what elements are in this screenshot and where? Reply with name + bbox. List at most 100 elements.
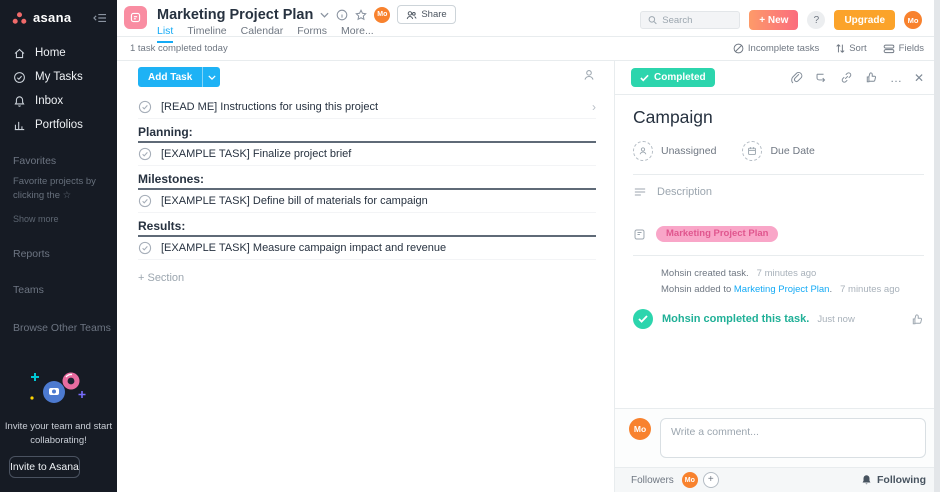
sort-button[interactable]: Sort [835, 43, 867, 54]
tab-timeline[interactable]: Timeline [187, 25, 227, 37]
check-circle-icon[interactable] [138, 100, 152, 114]
project-info-button[interactable] [336, 9, 348, 21]
following-button[interactable]: Following [861, 474, 926, 486]
follower-avatar[interactable]: Mo [681, 472, 698, 488]
reports-header[interactable]: Reports [13, 247, 50, 260]
task-list-pane: Add Task [READ ME] Instructions for usin… [117, 61, 614, 492]
thumbs-up-icon [912, 314, 922, 325]
detail-header: Completed [615, 61, 940, 95]
task-row[interactable]: [READ ME] Instructions for using this pr… [138, 96, 596, 119]
fields-icon [883, 44, 894, 54]
tab-more[interactable]: More... [341, 25, 374, 37]
attach-button[interactable] [790, 71, 803, 84]
add-section-button[interactable]: + Section [138, 272, 185, 284]
check-circle-icon[interactable] [138, 241, 152, 255]
project-board-icon [633, 228, 646, 241]
invite-to-asana-button[interactable]: Invite to Asana [9, 456, 80, 478]
description-field[interactable]: Description [633, 186, 924, 198]
star-icon [355, 8, 368, 20]
sidebar-collapse-button[interactable] [93, 12, 107, 24]
assignee-field[interactable]: Unassigned [633, 141, 716, 161]
project-list-glyph-icon [130, 12, 141, 23]
like-button[interactable] [865, 71, 878, 84]
comment-section: Mo [615, 408, 940, 467]
task-title-text: [EXAMPLE TASK] Define bill of materials … [161, 195, 428, 207]
tab-list[interactable]: List [157, 25, 174, 43]
comment-avatar: Mo [629, 418, 651, 440]
favorite-project-button[interactable] [355, 8, 368, 21]
section-title-text: Milestones: [138, 172, 205, 186]
activity-project-link[interactable]: Marketing Project Plan [733, 284, 830, 296]
section-row[interactable]: Milestones: [138, 167, 596, 190]
sidebar-item-home[interactable]: Home [0, 41, 117, 65]
task-row[interactable]: [EXAMPLE TASK] Measure campaign impact a… [138, 237, 596, 260]
close-detail-button[interactable]: ✕ [913, 70, 924, 85]
like-activity-button[interactable] [911, 313, 924, 326]
sidebar-item-my-tasks[interactable]: My Tasks [0, 65, 117, 89]
activity-time: 7 minutes ago [840, 284, 900, 296]
help-button[interactable]: ? [807, 11, 826, 29]
add-task-button[interactable]: Add Task [138, 67, 203, 87]
subtasks-button[interactable] [815, 71, 828, 84]
subtask-icon [816, 73, 826, 83]
project-color-icon[interactable] [124, 6, 147, 29]
project-member-avatar[interactable]: Mo [374, 6, 391, 23]
share-button[interactable]: Share [397, 5, 456, 24]
upgrade-button[interactable]: Upgrade [834, 10, 895, 30]
project-menu-chevron[interactable] [320, 12, 329, 18]
sidebar-logo-row: asana [0, 10, 117, 25]
sidebar-item-inbox[interactable]: Inbox [0, 89, 117, 113]
global-search[interactable] [640, 11, 741, 29]
search-input[interactable] [662, 14, 733, 26]
due-date-field[interactable]: Due Date [742, 141, 815, 161]
completed-button-label: Completed [654, 72, 706, 83]
sidebar-item-portfolios[interactable]: Portfolios [0, 113, 117, 137]
task-title[interactable]: Campaign [633, 107, 713, 127]
check-icon [638, 315, 648, 324]
new-button[interactable]: + New [749, 10, 799, 30]
tab-forms[interactable]: Forms [297, 25, 328, 37]
asana-logo-icon [12, 11, 27, 24]
add-task-dropdown-button[interactable] [202, 67, 221, 87]
mark-complete-button[interactable]: Completed [631, 68, 715, 87]
project-title-block: Marketing Project Plan Mo Share [157, 5, 456, 43]
portfolios-chart-icon [14, 121, 25, 130]
open-detail-chevron-icon[interactable]: › [592, 100, 596, 114]
comment-input[interactable] [661, 419, 925, 457]
task-title-text: [READ ME] Instructions for using this pr… [161, 101, 379, 113]
sidebar: asana Home My Tasks Inbox Por [0, 0, 117, 492]
more-options-button[interactable]: … [889, 70, 902, 85]
check-circle-icon[interactable] [138, 147, 152, 161]
add-follower-button[interactable]: + [702, 472, 719, 488]
thumbs-up-icon [866, 72, 876, 83]
inbox-bell-icon [14, 95, 25, 107]
chevron-down-icon [320, 12, 329, 18]
task-row[interactable]: [EXAMPLE TASK] Define bill of materials … [138, 190, 596, 213]
task-title-text: [EXAMPLE TASK] Finalize project brief [161, 148, 352, 160]
activity-line: Mohsin added to Marketing Project Plan. 7… [661, 282, 924, 298]
section-title-text: Results: [138, 219, 186, 233]
comment-box[interactable] [660, 418, 926, 458]
show-more-link[interactable]: Show more [13, 213, 59, 224]
copy-link-button[interactable] [840, 71, 853, 84]
favorites-header: Favorites [13, 155, 57, 167]
home-icon [14, 48, 25, 58]
teams-header[interactable]: Teams [13, 283, 44, 296]
section-row[interactable]: Planning: [138, 120, 596, 143]
incomplete-tasks-filter[interactable]: Incomplete tasks [733, 43, 819, 54]
check-circle-icon[interactable] [138, 194, 152, 208]
completed-activity-row: Mohsin completed this task. Just now [633, 309, 924, 330]
task-row[interactable]: [EXAMPLE TASK] Finalize project brief [138, 143, 596, 166]
page-title: Marketing Project Plan [157, 6, 314, 23]
scrollbar[interactable] [934, 0, 940, 492]
user-avatar[interactable]: Mo [904, 11, 922, 29]
browse-other-teams-link[interactable]: Browse Other Teams [13, 321, 111, 334]
activity-feed: Mohsin created task. 7 minutes ago Mohsin… [661, 266, 924, 298]
section-row[interactable]: Results: [138, 214, 596, 237]
fields-button[interactable]: Fields [883, 43, 924, 54]
collaborator-icon[interactable] [582, 68, 596, 87]
tab-calendar[interactable]: Calendar [240, 25, 284, 37]
sidebar-item-label: My Tasks [35, 71, 83, 83]
project-tag[interactable]: Marketing Project Plan [656, 226, 779, 242]
